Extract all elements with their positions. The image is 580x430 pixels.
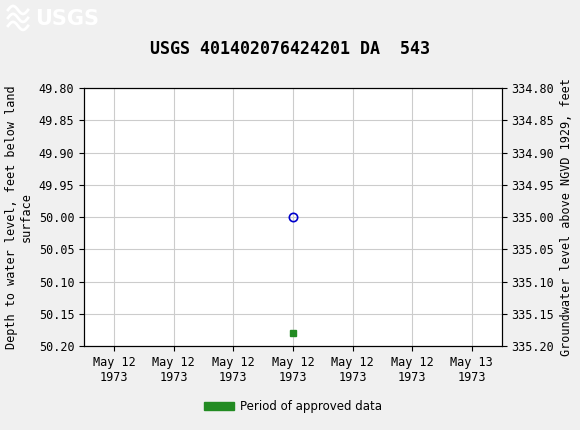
Text: USGS 401402076424201 DA  543: USGS 401402076424201 DA 543 [150,40,430,58]
Text: USGS: USGS [35,9,99,29]
Legend: Period of approved data: Period of approved data [200,395,386,418]
Y-axis label: Depth to water level, feet below land
surface: Depth to water level, feet below land su… [5,85,33,349]
Y-axis label: Groundwater level above NGVD 1929, feet: Groundwater level above NGVD 1929, feet [560,78,572,356]
